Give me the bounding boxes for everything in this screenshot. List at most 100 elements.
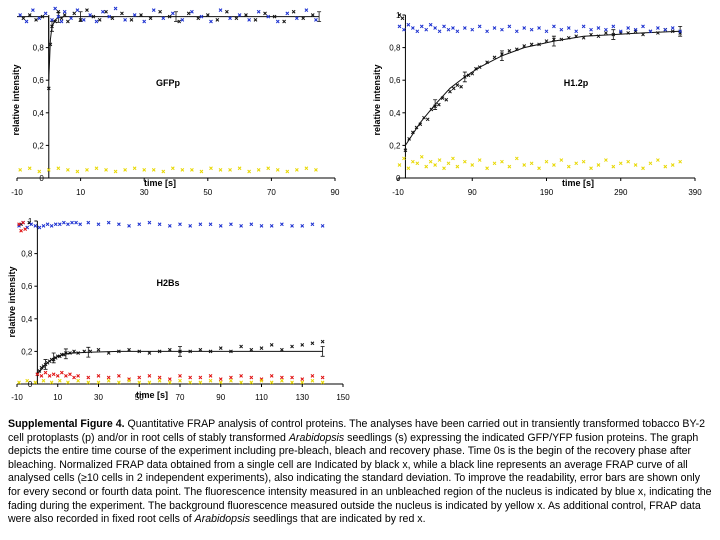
caption-italic-2: Arabidopsis [194, 513, 251, 526]
chart1-title: GFPp [156, 78, 181, 88]
chart2-point-background [670, 163, 675, 167]
chart1-point-unbleached-region [132, 13, 137, 17]
chart1-point-unbleached-region [304, 8, 309, 12]
chart1-point-background [180, 167, 185, 172]
chart1-y-tick-label: 0,4 [33, 109, 45, 118]
chart2-point-unbleached-region [415, 29, 420, 34]
chart1-point-unbleached-region [50, 18, 54, 22]
chart3-point-background [178, 378, 182, 383]
chart3-point-unbleached-region [62, 220, 66, 225]
chart2-point-unbleached-region [442, 24, 446, 29]
chart3-error-bar [320, 346, 325, 357]
chart3-point-fixed-cells [117, 373, 121, 378]
chart1-point-unbleached-region [151, 8, 156, 12]
chart1-x-axis-label: time [s] [144, 178, 176, 188]
chart3-point-single-cell-FRAP [249, 347, 254, 352]
chart3-point-fixed-cells [320, 375, 325, 380]
chart1-point-unbleached-region [107, 14, 112, 19]
chart2-point-single-cell-FRAP [451, 86, 456, 91]
chart3-point-unbleached-region [259, 224, 264, 228]
chart1-point-background [113, 169, 118, 174]
chart2-point-background [656, 158, 660, 162]
chart2-error-bar [462, 71, 467, 83]
chart2-point-unbleached-region [618, 29, 623, 34]
chart1-point-single-cell-FRAP [62, 13, 67, 17]
chart1-point-unbleached-region [69, 16, 73, 21]
chart3-point-background [198, 380, 203, 385]
chart1-point-single-cell-FRAP [72, 11, 77, 16]
chart3-y-tick-label: 0,8 [21, 250, 33, 259]
chart1-point-background [275, 167, 280, 172]
chart1-point-single-cell-FRAP [66, 19, 70, 24]
chart2-y-tick-label: 0,4 [389, 109, 401, 118]
chart1-point-background [66, 167, 70, 172]
chart2-point-unbleached-region [522, 26, 527, 30]
chart1-point-background [151, 167, 156, 172]
chart2-point-unbleached-region [402, 27, 406, 32]
chart1-point-unbleached-region [37, 16, 42, 21]
chart2-point-unbleached-region [451, 26, 455, 30]
chart3-point-background [310, 378, 315, 383]
chart3-point-unbleached-region [218, 224, 223, 228]
chart1-point-background [27, 166, 32, 171]
chart1-point-single-cell-FRAP [263, 11, 267, 16]
chart1-error-bar [78, 11, 83, 22]
chart1-point-unbleached-region [123, 18, 127, 22]
chart2-point-single-cell-FRAP [448, 89, 452, 94]
chart3-point-single-cell-FRAP [72, 349, 76, 354]
chart1-y-tick-label: 0,2 [33, 141, 45, 150]
chart3-point-unbleached-region [208, 222, 213, 227]
chart1-point-background [228, 167, 232, 172]
chart1-point-background [294, 167, 299, 172]
chart1-point-single-cell-FRAP [310, 13, 315, 17]
chart3-point-fixed-cells [23, 227, 28, 232]
chart1-point-background [266, 166, 271, 171]
chart2-error-bar [499, 50, 504, 62]
chart3-point-unbleached-region [117, 222, 121, 227]
chart2-point-background [522, 163, 527, 167]
chart3-point-background [66, 380, 70, 385]
chart1-point-unbleached-region [88, 13, 92, 17]
chart2-point-background [500, 159, 504, 164]
chart3-point-unbleached-region [57, 222, 62, 227]
chart2-point-background [455, 164, 460, 169]
chart2-point-background [596, 163, 601, 167]
chart3-x-tick-label: 90 [216, 393, 225, 402]
chart1-point-background [285, 169, 290, 174]
chart2-point-background [566, 164, 571, 169]
chart2-point-background [604, 158, 608, 162]
chart2-point-unbleached-region [406, 22, 411, 27]
chart3-point-background [269, 380, 274, 385]
chart1-point-background [18, 167, 23, 172]
chart1-point-unbleached-region [18, 13, 23, 17]
chart1-point-background [56, 166, 61, 171]
chart2-point-unbleached-region [537, 26, 541, 30]
chart2-point-single-cell-FRAP [403, 148, 408, 153]
chart1-point-unbleached-region [218, 8, 223, 12]
chart1-point-unbleached-region [275, 19, 280, 24]
chart2-point-unbleached-region [428, 22, 433, 27]
chart2-point-background [462, 159, 467, 164]
chart1-point-background [237, 166, 242, 171]
chart1-point-background [218, 167, 223, 172]
chart1-point-single-cell-FRAP [282, 19, 286, 24]
chart3-point-single-cell-FRAP [239, 344, 243, 349]
chart3-point-single-cell-FRAP [147, 351, 152, 355]
chart3-point-fixed-cells [96, 373, 101, 378]
chart1-point-unbleached-region [170, 11, 175, 16]
chart1-point-unbleached-region [247, 18, 251, 22]
chart2-point-single-cell-FRAP [455, 83, 460, 87]
chart1-point-single-cell-FRAP [129, 18, 134, 22]
chart1-point-single-cell-FRAP [104, 9, 108, 14]
chart3-point-fixed-cells [59, 370, 64, 375]
chart1-point-background [37, 169, 42, 174]
chart1-point-background [170, 166, 175, 171]
chart1-point-single-cell-FRAP [21, 16, 26, 21]
chart2-point-single-cell-FRAP [507, 49, 512, 53]
chart1-point-single-cell-FRAP [301, 16, 306, 21]
chart1-average-curve [17, 16, 320, 81]
chart3-point-unbleached-region [74, 220, 78, 225]
chart1-point-unbleached-region [31, 8, 35, 12]
chart2-point-unbleached-region [433, 26, 437, 30]
chart3-point-single-cell-FRAP [320, 339, 325, 344]
